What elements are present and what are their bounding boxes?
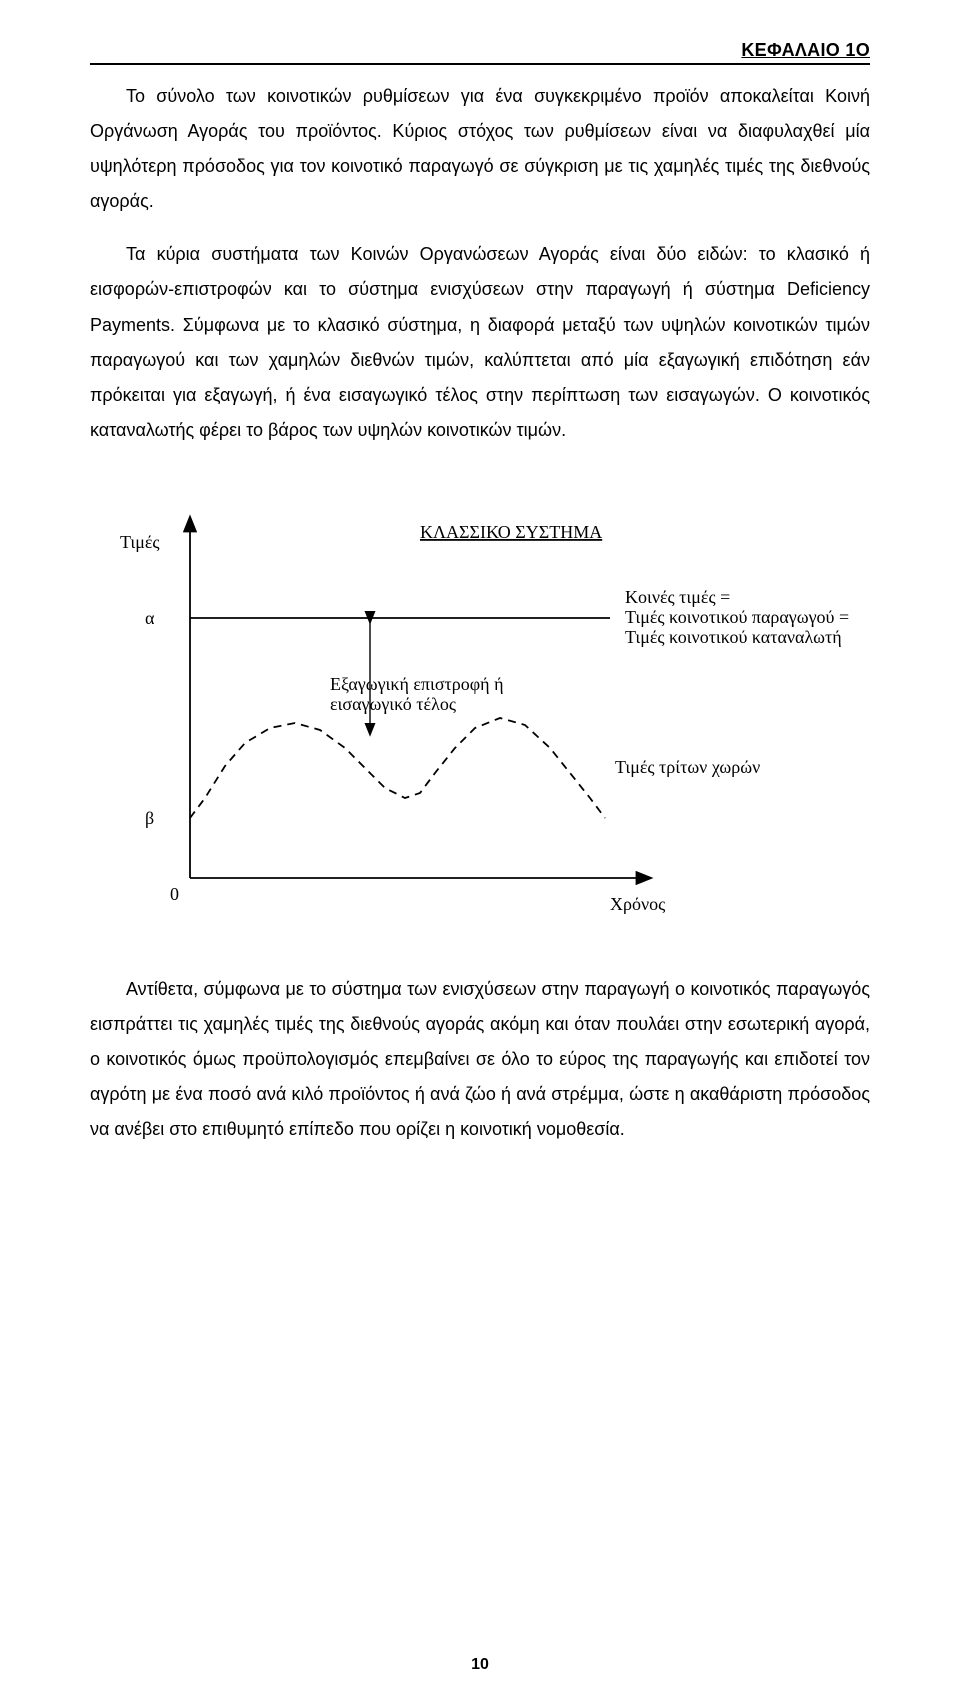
paragraph-2: Τα κύρια συστήματα των Κοινών Οργανώσεων… <box>90 237 870 448</box>
svg-text:Εξαγωγική επιστροφή ή: Εξαγωγική επιστροφή ή <box>330 674 504 694</box>
paragraph-3: Αντίθετα, σύμφωνα με το σύστημα των ενισ… <box>90 972 870 1147</box>
svg-text:Τιμές κοινοτικού καταναλωτή: Τιμές κοινοτικού καταναλωτή <box>625 627 842 647</box>
svg-text:ΚΛΑΣΣΙΚΟ ΣΥΣΤΗΜΑ: ΚΛΑΣΣΙΚΟ ΣΥΣΤΗΜΑ <box>420 522 602 542</box>
svg-text:Χρόνος: Χρόνος <box>610 894 665 914</box>
svg-text:Κοινές τιμές =: Κοινές τιμές = <box>625 587 730 607</box>
svg-text:Τιμές τρίτων χωρών: Τιμές τρίτων χωρών <box>615 757 760 777</box>
svg-text:Τιμές κοινοτικού παραγωγού =: Τιμές κοινοτικού παραγωγού = <box>625 607 849 627</box>
page-number: 10 <box>0 1656 960 1674</box>
svg-text:α: α <box>145 608 155 628</box>
paragraph-1: Το σύνολο των κοινοτικών ρυθμίσεων για έ… <box>90 79 870 219</box>
svg-text:Τιμές: Τιμές <box>120 532 160 552</box>
chart-svg: ΤιμέςΚΛΑΣΣΙΚΟ ΣΥΣΤΗΜΑαΚοινές τιμές =Τιμέ… <box>90 478 870 958</box>
chapter-title: ΚΕΦΑΛΑΙΟ 1Ο <box>741 40 870 60</box>
svg-text:β: β <box>145 808 154 828</box>
svg-text:0: 0 <box>170 884 179 904</box>
classic-system-chart: ΤιμέςΚΛΑΣΣΙΚΟ ΣΥΣΤΗΜΑαΚοινές τιμές =Τιμέ… <box>90 478 870 958</box>
svg-text:εισαγωγικό τέλος: εισαγωγικό τέλος <box>330 694 456 714</box>
chapter-header: ΚΕΦΑΛΑΙΟ 1Ο <box>90 40 870 65</box>
